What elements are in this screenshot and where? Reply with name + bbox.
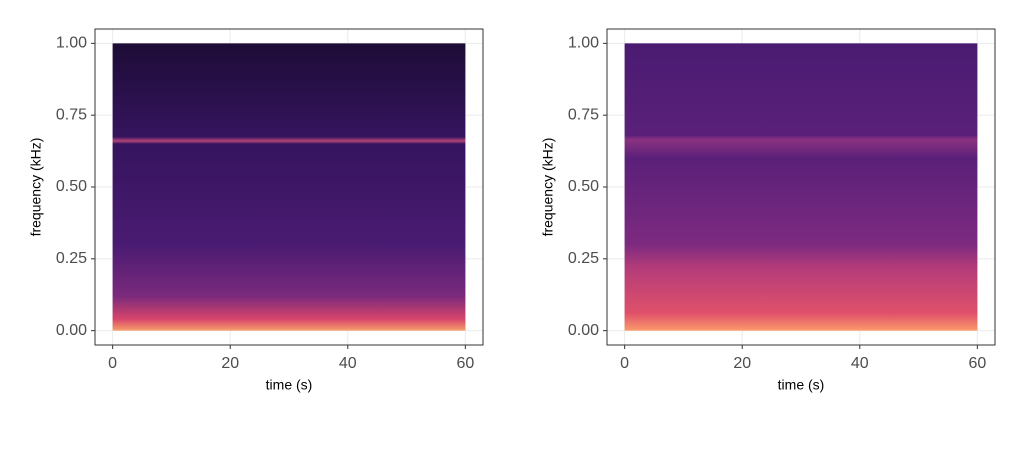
y-tick-label: 1.00 [568, 35, 599, 52]
y-axis-title: frequency (kHz) [28, 138, 44, 237]
x-tick-label: 40 [339, 355, 357, 372]
x-tick-label: 20 [221, 355, 239, 372]
x-axis-title: time (s) [266, 377, 313, 393]
x-tick-label: 0 [108, 355, 117, 372]
y-tick-label: 0.50 [56, 178, 87, 195]
y-tick-label: 1.00 [56, 35, 87, 52]
y-tick-label: 0.00 [56, 322, 87, 339]
x-tick-label: 40 [851, 355, 869, 372]
y-tick-label: 0.75 [56, 106, 87, 123]
spectrogram-image [112, 43, 466, 331]
spectrogram-image [624, 43, 978, 331]
y-tick-label: 0.75 [568, 106, 599, 123]
x-tick-label: 60 [968, 355, 986, 372]
y-tick-label: 0.00 [568, 322, 599, 339]
y-tick-label: 0.25 [568, 250, 599, 267]
x-tick-label: 60 [456, 355, 474, 372]
x-axis-title: time (s) [778, 377, 825, 393]
y-tick-label: 0.25 [56, 250, 87, 267]
y-axis-title: frequency (kHz) [540, 138, 556, 237]
x-tick-label: 0 [620, 355, 629, 372]
panel-border [606, 28, 996, 346]
panel-border [94, 28, 484, 346]
x-tick-label: 20 [733, 355, 751, 372]
y-tick-label: 0.50 [568, 178, 599, 195]
